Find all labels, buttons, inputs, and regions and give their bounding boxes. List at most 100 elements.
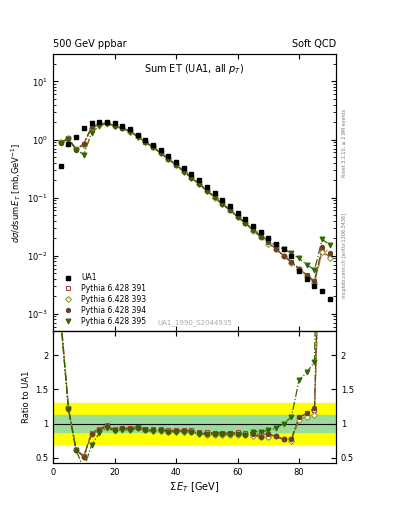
Pythia 6.428 394 — [327, 250, 332, 257]
Pythia 6.428 394 — [105, 120, 109, 126]
Pythia 6.428 395 — [220, 201, 224, 207]
Pythia 6.428 391 — [258, 233, 263, 239]
Pythia 6.428 393 — [212, 195, 217, 201]
Pythia 6.428 391 — [89, 124, 94, 130]
UA1 — [212, 190, 217, 196]
Pythia 6.428 394 — [151, 144, 155, 150]
Pythia 6.428 393 — [220, 201, 224, 207]
Pythia 6.428 394 — [143, 139, 148, 145]
Line: Pythia 6.428 391: Pythia 6.428 391 — [58, 120, 332, 284]
Text: mcplots.cern.ch [arXiv:1306.3436]: mcplots.cern.ch [arXiv:1306.3436] — [342, 214, 347, 298]
Pythia 6.428 395 — [320, 237, 325, 243]
Pythia 6.428 395 — [243, 220, 248, 226]
Line: Pythia 6.428 393: Pythia 6.428 393 — [59, 121, 332, 285]
Pythia 6.428 394 — [182, 168, 186, 174]
Pythia 6.428 395 — [158, 150, 163, 156]
UA1 — [281, 246, 286, 252]
UA1 — [182, 165, 186, 172]
Pythia 6.428 395 — [228, 207, 232, 213]
Pythia 6.428 394 — [258, 234, 263, 240]
UA1 — [204, 183, 209, 189]
Pythia 6.428 393 — [281, 252, 286, 259]
Pythia 6.428 391 — [228, 207, 232, 213]
Pythia 6.428 394 — [81, 141, 86, 147]
Pythia 6.428 395 — [174, 162, 178, 168]
Pythia 6.428 391 — [74, 146, 79, 153]
Line: UA1: UA1 — [58, 120, 332, 302]
Y-axis label: $d\sigma/d\mathrm{sum}\,E_T$ [mb,GeV$^{-1}$]: $d\sigma/d\mathrm{sum}\,E_T$ [mb,GeV$^{-… — [9, 142, 23, 243]
Pythia 6.428 395 — [274, 242, 278, 248]
UA1 — [197, 177, 202, 183]
Pythia 6.428 391 — [312, 279, 317, 285]
Pythia 6.428 391 — [128, 128, 132, 134]
Pythia 6.428 393 — [81, 141, 86, 147]
UA1 — [235, 209, 240, 216]
Pythia 6.428 393 — [66, 135, 71, 141]
Pythia 6.428 391 — [204, 187, 209, 193]
Pythia 6.428 394 — [289, 259, 294, 265]
UA1 — [266, 235, 271, 241]
Pythia 6.428 394 — [281, 252, 286, 259]
UA1 — [305, 276, 309, 282]
Pythia 6.428 393 — [197, 181, 202, 187]
Pythia 6.428 394 — [220, 201, 224, 207]
Pythia 6.428 393 — [274, 246, 278, 252]
Text: Soft QCD: Soft QCD — [292, 38, 336, 49]
UA1 — [320, 288, 325, 294]
Pythia 6.428 391 — [81, 141, 86, 147]
UA1 — [220, 197, 224, 203]
Line: Pythia 6.428 394: Pythia 6.428 394 — [59, 121, 332, 283]
Pythia 6.428 391 — [112, 122, 117, 129]
Pythia 6.428 393 — [251, 227, 255, 233]
UA1 — [251, 223, 255, 229]
Pythia 6.428 391 — [243, 220, 248, 226]
UA1 — [158, 147, 163, 154]
Pythia 6.428 394 — [243, 220, 248, 226]
Pythia 6.428 393 — [128, 129, 132, 135]
Pythia 6.428 393 — [105, 120, 109, 126]
Pythia 6.428 393 — [182, 168, 186, 175]
Pythia 6.428 393 — [189, 175, 194, 181]
Pythia 6.428 393 — [74, 146, 79, 153]
UA1 — [66, 141, 71, 147]
Pythia 6.428 391 — [66, 135, 71, 141]
UA1 — [228, 203, 232, 209]
UA1 — [135, 132, 140, 138]
Pythia 6.428 394 — [59, 140, 63, 146]
Pythia 6.428 395 — [281, 246, 286, 252]
UA1 — [112, 120, 117, 126]
Pythia 6.428 393 — [135, 134, 140, 140]
Pythia 6.428 394 — [158, 150, 163, 156]
Pythia 6.428 394 — [74, 146, 79, 153]
UA1 — [105, 119, 109, 125]
Pythia 6.428 391 — [174, 162, 178, 168]
Pythia 6.428 395 — [182, 168, 186, 175]
Pythia 6.428 394 — [297, 266, 301, 272]
Pythia 6.428 395 — [166, 156, 171, 162]
Pythia 6.428 395 — [305, 262, 309, 268]
Pythia 6.428 395 — [297, 255, 301, 262]
UA1 — [89, 120, 94, 126]
Text: Rivet 3.1.10, ≥ 2.9M events: Rivet 3.1.10, ≥ 2.9M events — [342, 109, 347, 178]
Pythia 6.428 393 — [320, 249, 325, 255]
Y-axis label: Ratio to UA1: Ratio to UA1 — [22, 371, 31, 423]
Pythia 6.428 395 — [251, 226, 255, 232]
Pythia 6.428 393 — [174, 162, 178, 168]
Pythia 6.428 393 — [258, 234, 263, 240]
Pythia 6.428 393 — [243, 220, 248, 226]
Pythia 6.428 391 — [59, 139, 63, 145]
UA1 — [189, 172, 194, 178]
Pythia 6.428 391 — [189, 174, 194, 180]
Pythia 6.428 395 — [59, 140, 63, 146]
Pythia 6.428 391 — [327, 254, 332, 260]
UA1 — [274, 241, 278, 247]
UA1 — [297, 268, 301, 274]
Pythia 6.428 391 — [197, 180, 202, 186]
Pythia 6.428 391 — [297, 266, 301, 272]
Pythia 6.428 394 — [89, 124, 94, 131]
Pythia 6.428 395 — [327, 242, 332, 248]
Pythia 6.428 395 — [151, 144, 155, 151]
Pythia 6.428 395 — [66, 136, 71, 142]
Pythia 6.428 391 — [105, 120, 109, 126]
UA1 — [327, 296, 332, 302]
